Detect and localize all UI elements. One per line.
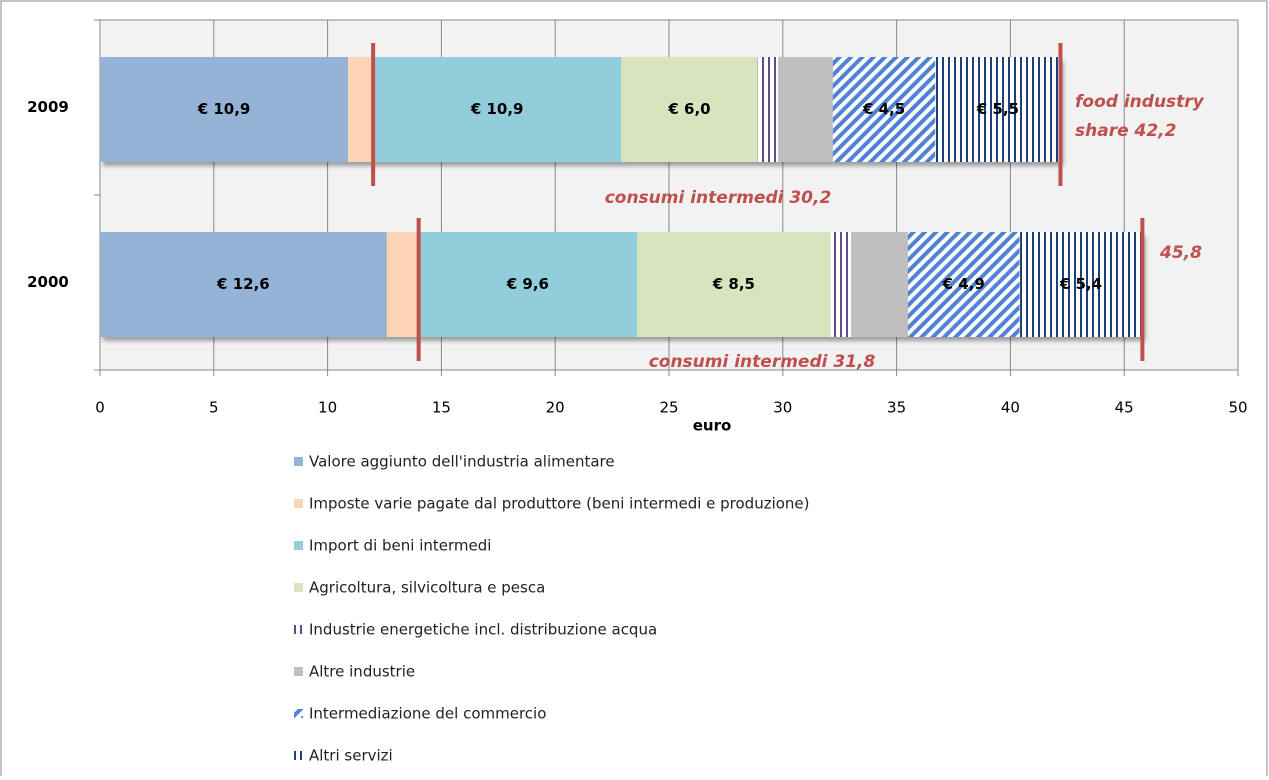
- legend-marker: [294, 541, 303, 550]
- bar-stack: [100, 57, 1061, 162]
- bar-segment: [348, 57, 374, 162]
- value-label: € 10,9: [470, 100, 524, 118]
- bar-segment: [373, 57, 622, 162]
- x-axis-label: euro: [693, 417, 732, 435]
- x-tick-label: 40: [1001, 399, 1020, 417]
- value-label: € 12,6: [216, 275, 270, 293]
- y-tick-label: 2009: [27, 98, 69, 116]
- bar-segment: [100, 232, 387, 337]
- bar-segment: [832, 57, 936, 162]
- legend-marker: [294, 709, 303, 718]
- x-tick-label: 20: [546, 399, 565, 417]
- x-tick-label: 35: [887, 399, 906, 417]
- annotation: food industry: [1075, 92, 1205, 112]
- bar-segment: [418, 232, 638, 337]
- legend-label: Agricoltura, silvicoltura e pesca: [309, 579, 545, 597]
- value-label: € 4,5: [862, 100, 905, 118]
- bar-segment: [830, 232, 852, 337]
- value-label: € 8,5: [712, 275, 755, 293]
- bar-segment: [851, 232, 908, 337]
- annotation: 45,8: [1159, 243, 1202, 263]
- value-label: € 9,6: [506, 275, 549, 293]
- annotation: share 42,2: [1075, 121, 1176, 141]
- bar-segment: [778, 57, 833, 162]
- legend-label: Altri servizi: [309, 747, 393, 765]
- bar-segment: [637, 232, 831, 337]
- x-tick-label: 30: [773, 399, 792, 417]
- legend-marker: [294, 751, 303, 760]
- x-tick-label: 5: [209, 399, 219, 417]
- x-tick-label: 10: [318, 399, 337, 417]
- bar-segment: [386, 232, 419, 337]
- legend-marker: [294, 499, 303, 508]
- value-label: € 5,5: [976, 100, 1019, 118]
- legend-label: Imposte varie pagate dal produttore (ben…: [309, 495, 810, 513]
- legend-label: Valore aggiunto dell'industria alimentar…: [309, 453, 615, 471]
- legend-label: Altre industrie: [309, 663, 415, 681]
- x-tick-label: 25: [659, 399, 678, 417]
- annotation: consumi intermedi 31,8: [649, 352, 876, 372]
- legend-marker: [294, 583, 303, 592]
- value-label: € 10,9: [197, 100, 251, 118]
- legend-marker: [294, 457, 303, 466]
- bar-segment: [757, 57, 779, 162]
- x-tick-label: 0: [95, 399, 105, 417]
- x-tick-label: 50: [1228, 399, 1247, 417]
- x-tick-label: 15: [432, 399, 451, 417]
- legend-label: Import di beni intermedi: [309, 537, 491, 555]
- bar-stack: [100, 232, 1143, 337]
- x-tick-label: 45: [1115, 399, 1134, 417]
- legend-label: Intermediazione del commercio: [309, 705, 546, 723]
- bar-segment: [621, 57, 758, 162]
- value-label: € 5,4: [1059, 275, 1102, 293]
- bar-segment: [935, 57, 1061, 162]
- bar-segment: [907, 232, 1020, 337]
- bar-segment: [100, 57, 349, 162]
- legend-label: Industrie energetiche incl. distribuzion…: [309, 621, 657, 639]
- legend-marker: [294, 625, 303, 634]
- bar-segment: [1019, 232, 1143, 337]
- value-label: € 4,9: [942, 275, 985, 293]
- annotation: consumi intermedi 30,2: [605, 188, 832, 208]
- y-tick-label: 2000: [27, 273, 69, 291]
- legend-marker: [294, 667, 303, 676]
- value-label: € 6,0: [667, 100, 710, 118]
